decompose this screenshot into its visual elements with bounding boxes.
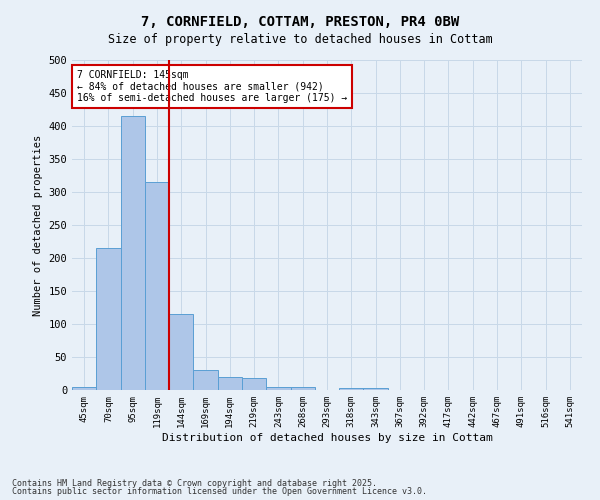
Bar [290,386,315,390]
Bar [364,388,388,390]
Bar [218,377,242,390]
Bar [145,182,169,390]
Text: 7 CORNFIELD: 145sqm
← 84% of detached houses are smaller (942)
16% of semi-detac: 7 CORNFIELD: 145sqm ← 84% of detached ho… [77,70,347,103]
X-axis label: Distribution of detached houses by size in Cottam: Distribution of detached houses by size … [161,432,493,442]
Bar [96,248,121,390]
Bar [266,386,290,390]
Bar [72,386,96,390]
Y-axis label: Number of detached properties: Number of detached properties [33,134,43,316]
Text: 7, CORNFIELD, COTTAM, PRESTON, PR4 0BW: 7, CORNFIELD, COTTAM, PRESTON, PR4 0BW [141,15,459,29]
Bar [169,314,193,390]
Bar [339,388,364,390]
Text: Contains public sector information licensed under the Open Government Licence v3: Contains public sector information licen… [12,487,427,496]
Bar [193,370,218,390]
Bar [242,378,266,390]
Text: Contains HM Land Registry data © Crown copyright and database right 2025.: Contains HM Land Registry data © Crown c… [12,478,377,488]
Bar [121,116,145,390]
Text: Size of property relative to detached houses in Cottam: Size of property relative to detached ho… [107,32,493,46]
